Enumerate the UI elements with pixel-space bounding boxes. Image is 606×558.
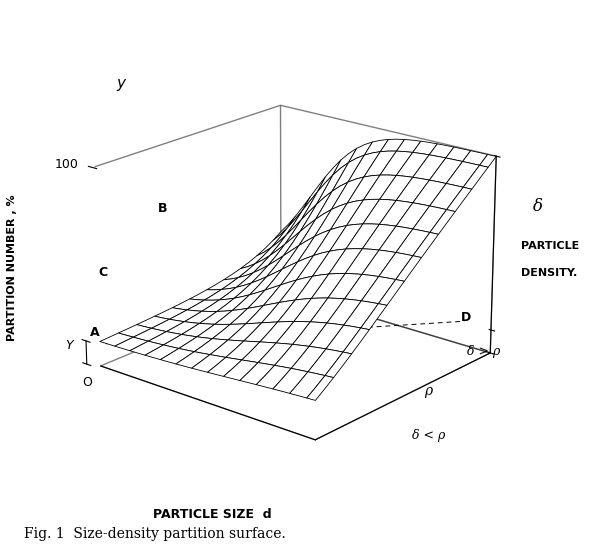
Text: y: y	[117, 76, 125, 91]
Text: PARTITION NUMBER , %: PARTITION NUMBER , %	[7, 195, 17, 341]
Text: Fig. 1  Size-density partition surface.: Fig. 1 Size-density partition surface.	[24, 527, 286, 541]
Text: δ < ρ: δ < ρ	[412, 429, 445, 442]
Text: PARTICLE SIZE  d: PARTICLE SIZE d	[153, 508, 271, 521]
Text: δ > ρ: δ > ρ	[467, 345, 500, 358]
Text: PARTICLE: PARTICLE	[521, 240, 579, 251]
Text: DENSITY.: DENSITY.	[521, 268, 578, 278]
Text: δ: δ	[533, 198, 544, 215]
Text: ρ: ρ	[424, 383, 432, 398]
